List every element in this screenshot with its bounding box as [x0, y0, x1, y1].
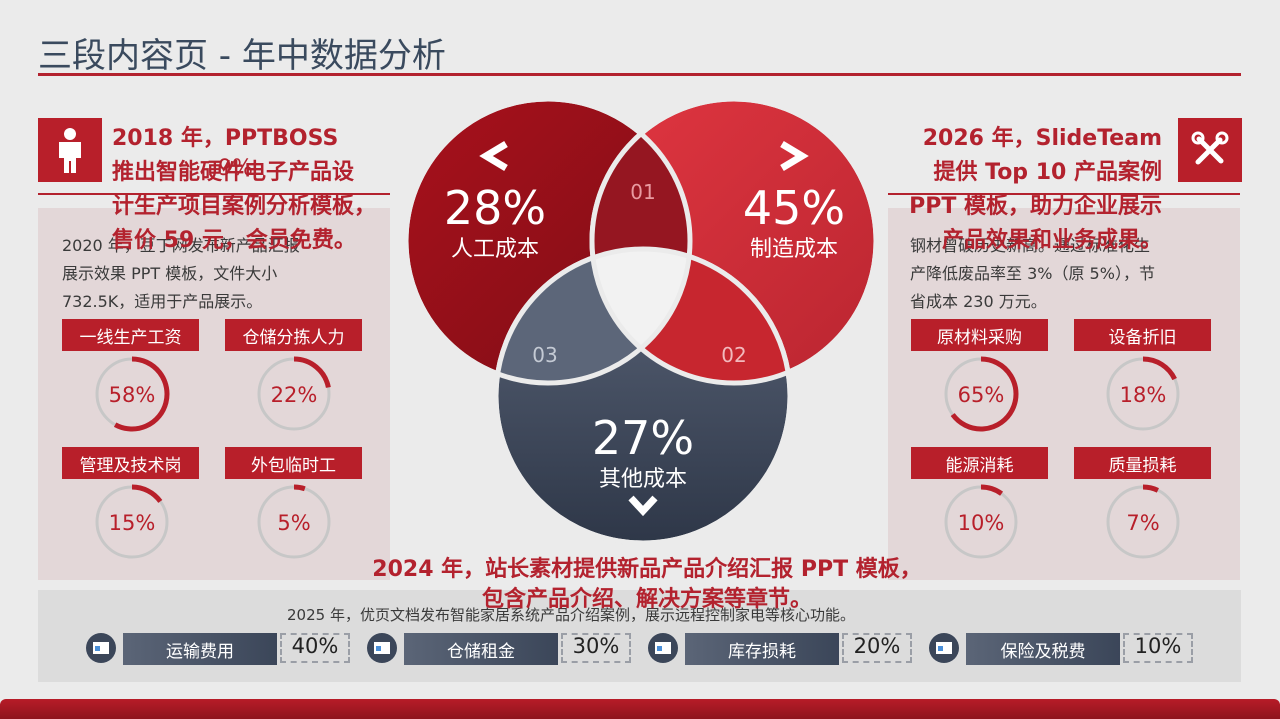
left-icon-box	[38, 118, 102, 182]
gauge-value: 18%	[1120, 383, 1167, 407]
bottom-label-2: 仓储租金	[404, 633, 558, 665]
person-icon	[59, 128, 81, 173]
bottom-value-1: 40%	[280, 633, 350, 663]
bottom-icon-2	[367, 633, 397, 663]
left-headline-line: 2018 年，PPTBOSS	[112, 126, 339, 151]
window-icon	[936, 642, 952, 654]
bottom-icon-4	[929, 633, 959, 663]
gauge-value: 7%	[1126, 511, 1159, 535]
bottom-label-4: 保险及税费	[966, 633, 1120, 665]
venn-number-1: 01	[630, 180, 655, 204]
center-headline-line: 包含产品介绍、解决方案等章节。	[481, 587, 812, 612]
venn-value-3: 27%	[592, 411, 694, 465]
left-gauge-2: 22%	[257, 356, 331, 431]
left-body-line: 2020 年，豆丁网发布新产品汇报	[62, 236, 300, 255]
venn-label-3: 其他成本	[599, 467, 687, 492]
gauge-value: 65%	[958, 383, 1005, 407]
right-icon-box	[1178, 118, 1242, 182]
left-headline-line: 售价 59 元，会员免费。	[112, 228, 356, 253]
chevron-right-icon	[780, 140, 809, 172]
right-body: 钢材曾破历史新高。通过标准化生 产降低废品率至 3%（原 5%），节 省成本 2…	[910, 232, 1230, 316]
left-tag-1: 一线生产工资	[62, 319, 199, 351]
window-icon	[374, 642, 390, 654]
right-headline-line: 2026 年，SlideTeam	[922, 126, 1162, 151]
right-headline-line: 产品效果和业务成果。	[941, 228, 1162, 253]
tools-icon	[1191, 131, 1229, 165]
left-body: 2020 年，豆丁网发布新产品汇报 展示效果 PPT 模板，文件大小 732.5…	[62, 232, 382, 316]
bottom-caption: 2025 年，优页文档发布智能家居系统产品介绍案例，展示远程控制家电等核心功能。	[287, 606, 855, 624]
bottom-icon-1	[86, 633, 116, 663]
right-gauge-2: 18%	[1106, 356, 1180, 431]
venn-value-2: 45%	[743, 181, 845, 235]
window-icon	[93, 642, 109, 654]
right-body-line: 省成本 230 万元。	[910, 292, 1047, 311]
right-body-line: 钢材曾破历史新高。通过标准化生	[910, 236, 1151, 255]
right-headline-line: PPT 模板，助力企业展示	[909, 194, 1162, 219]
bottom-value-2: 30%	[561, 633, 631, 663]
venn-label-1: 人工成本	[451, 237, 539, 262]
right-tag-3: 能源消耗	[911, 447, 1048, 479]
chevron-left-icon	[479, 140, 508, 172]
page-title: 三段内容页 - 年中数据分析	[38, 36, 446, 76]
chevron-down-icon	[628, 495, 658, 517]
right-tag-2: 设备折旧	[1074, 319, 1211, 351]
left-tag-4: 外包临时工	[225, 447, 362, 479]
left-overlay-text: 9%	[218, 156, 253, 181]
venn-label-2: 制造成本	[750, 237, 838, 262]
right-tag-1: 原材料采购	[911, 319, 1048, 351]
title-divider	[38, 73, 1241, 76]
right-tag-4: 质量损耗	[1074, 447, 1211, 479]
left-gauge-4: 5%	[257, 484, 331, 559]
right-divider	[888, 193, 1240, 195]
right-gauge-4: 7%	[1106, 484, 1180, 559]
gauge-value: 10%	[958, 511, 1005, 535]
bottom-label-1: 运输费用	[123, 633, 277, 665]
right-gauge-3: 10%	[944, 484, 1018, 559]
left-headline-line: 计生产项目案例分析模板，	[112, 194, 377, 219]
footer-bar	[0, 699, 1280, 719]
venn-number-3: 03	[532, 343, 557, 367]
bottom-value-3: 20%	[842, 633, 912, 663]
left-tag-2: 仓储分拣人力	[225, 319, 362, 351]
right-headline: 2026 年，SlideTeam 提供 Top 10 产品案例 PPT 模板，助…	[870, 122, 1162, 258]
right-headline-line: 提供 Top 10 产品案例	[933, 160, 1162, 185]
left-tag-3: 管理及技术岗	[62, 447, 199, 479]
right-gauge-1: 65%	[944, 356, 1019, 432]
gauge-value: 5%	[277, 511, 310, 535]
venn-number-2: 02	[721, 343, 746, 367]
venn-diagram: 28% 人工成本 45% 制造成本 27% 其他成本 01 02 03	[403, 96, 878, 546]
bottom-label-3: 库存损耗	[685, 633, 839, 665]
venn-value-1: 28%	[444, 181, 546, 235]
left-gauge-1: 58%	[95, 356, 170, 432]
bottom-icon-3	[648, 633, 678, 663]
left-body-line: 732.5K，适用于产品展示。	[62, 292, 263, 311]
left-gauge-3: 15%	[95, 484, 169, 559]
gauge-value: 22%	[271, 383, 318, 407]
window-icon	[655, 642, 671, 654]
left-divider	[38, 193, 390, 195]
left-headline: 2018 年，PPTBOSS 推出智能硬件电子产品设 计生产项目案例分析模板， …	[112, 122, 412, 258]
bottom-value-4: 10%	[1123, 633, 1193, 663]
gauge-value: 15%	[109, 511, 156, 535]
center-headline: 2024 年，站长素材提供新品产品介绍汇报 PPT 模板， 包含产品介绍、解决方…	[340, 553, 954, 617]
left-body-line: 展示效果 PPT 模板，文件大小	[62, 264, 278, 283]
gauge-value: 58%	[109, 383, 156, 407]
center-headline-line: 2024 年，站长素材提供新品产品介绍汇报 PPT 模板，	[372, 557, 922, 582]
right-body-line: 产降低废品率至 3%（原 5%），节	[910, 264, 1155, 283]
left-headline-line: 推出智能硬件电子产品设	[112, 160, 355, 185]
